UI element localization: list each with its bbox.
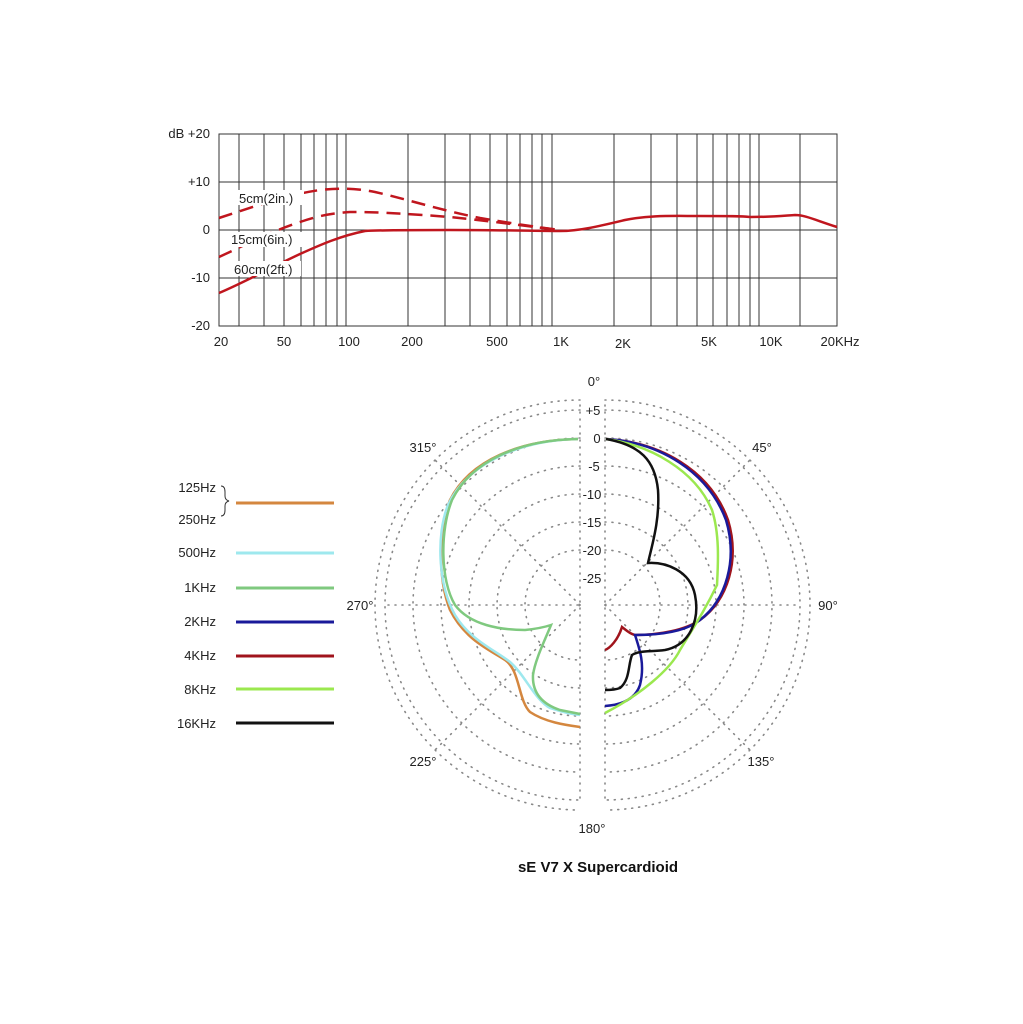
curve-1khz [442,437,581,716]
x-label-5k: 5K [701,334,717,349]
x-label-1k: 1K [553,334,569,349]
svg-text:-5: -5 [588,459,600,474]
label-15cm: 15cm(6in.) [231,232,292,247]
curve-16khz [604,437,698,692]
fr-curves [218,187,838,295]
angle-135: 135° [748,754,775,769]
legend-500hz: 500Hz [178,545,216,560]
curve-8khz [604,437,720,715]
curve-500hz [439,437,581,717]
angle-270: 270° [347,598,374,613]
legend-1khz: 1KHz [184,580,216,595]
x-label-500: 500 [486,334,508,349]
curve-labels: 5cm(2in.) 15cm(6in.) 60cm(2ft.) [230,190,306,277]
y-label-plus10: +10 [188,174,210,189]
svg-text:-25: -25 [583,571,602,586]
curve-60cm [218,213,838,295]
y-label-minus20: -20 [191,318,210,333]
svg-text:0: 0 [593,431,600,446]
x-label-200: 200 [401,334,423,349]
legend-8khz: 8KHz [184,682,216,697]
angle-180: 180° [579,821,606,836]
svg-text:-15: -15 [583,515,602,530]
legend-2khz: 2KHz [184,614,216,629]
svg-text:-20: -20 [583,543,602,558]
y-label-minus10: -10 [191,270,210,285]
x-label-50: 50 [277,334,291,349]
polar-legend: 125Hz 250Hz 500Hz 1KHz 2KHz 4KHz 8KHz 16… [177,480,334,731]
curve-4khz [604,437,734,652]
svg-text:+5: +5 [586,403,601,418]
x-label-20: 20 [214,334,228,349]
x-label-100: 100 [338,334,360,349]
curve-5cm [218,187,561,232]
label-60cm: 60cm(2ft.) [234,262,293,277]
legend-4khz: 4KHz [184,648,216,663]
polar-curves-right [604,437,734,715]
legend-125hz: 125Hz [178,480,216,495]
angle-45: 45° [752,440,772,455]
legend-250hz: 250Hz [178,512,216,527]
x-label-2k: 2K [615,336,631,351]
y-label-plus20: dB +20 [168,126,210,141]
angle-315: 315° [410,440,437,455]
x-label-10k: 10K [759,334,782,349]
legend-16khz: 16KHz [177,716,216,731]
angle-225: 225° [410,754,437,769]
y-label-0: 0 [203,222,210,237]
angle-0: 0° [588,374,600,389]
polar-title: sE V7 X Supercardioid [518,859,678,876]
polar-curves-left [439,437,581,729]
ring-labels: +5 0 -5 -10 -15 -20 -25 [583,403,602,586]
label-5cm: 5cm(2in.) [239,191,293,206]
x-label-20khz: 20KHz [820,334,859,349]
svg-text:-10: -10 [583,487,602,502]
angle-90: 90° [818,598,838,613]
